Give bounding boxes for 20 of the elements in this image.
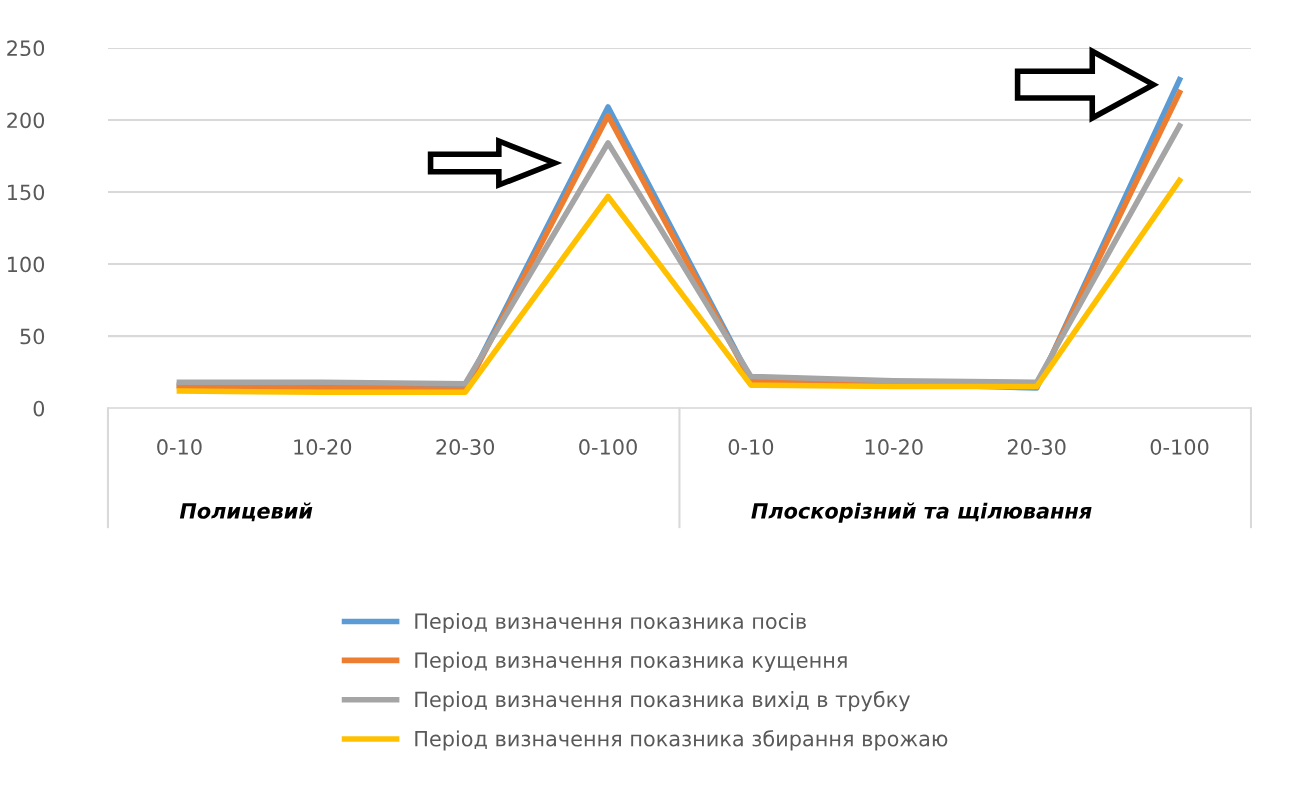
y-tick-label: 200: [7, 112, 45, 129]
legend-label: Період визначення показника кущення: [415, 651, 847, 673]
y-tick-label: 0: [33, 400, 45, 417]
x-tick-label: 10-20: [294, 439, 352, 455]
y-tick-label: 50: [20, 328, 45, 345]
x-tick-label: 0-100: [579, 439, 637, 455]
x-tick-label: 20-30: [436, 439, 495, 455]
text: Полицевий: [179, 502, 313, 522]
x-tick-label: 0-100: [1150, 439, 1209, 455]
x-tick-label: 0-10: [157, 439, 202, 455]
y-tick-label: 250: [7, 40, 45, 57]
y-tick-label: 100: [7, 256, 45, 273]
x-tick-label: 10-20: [865, 439, 923, 455]
legend-label: Період визначення показника посів: [415, 612, 806, 634]
x-tick-label: 0-10: [728, 439, 774, 455]
y-tick-label: 150: [7, 184, 45, 201]
legend-label: Період визначення показника збирання врожаю: [415, 730, 948, 751]
text: Плоскорізний та щілювання: [751, 502, 1092, 523]
legend-label: Період визначення показника вихід в трубку: [415, 690, 910, 712]
x-tick-label: 20-30: [1007, 439, 1066, 455]
